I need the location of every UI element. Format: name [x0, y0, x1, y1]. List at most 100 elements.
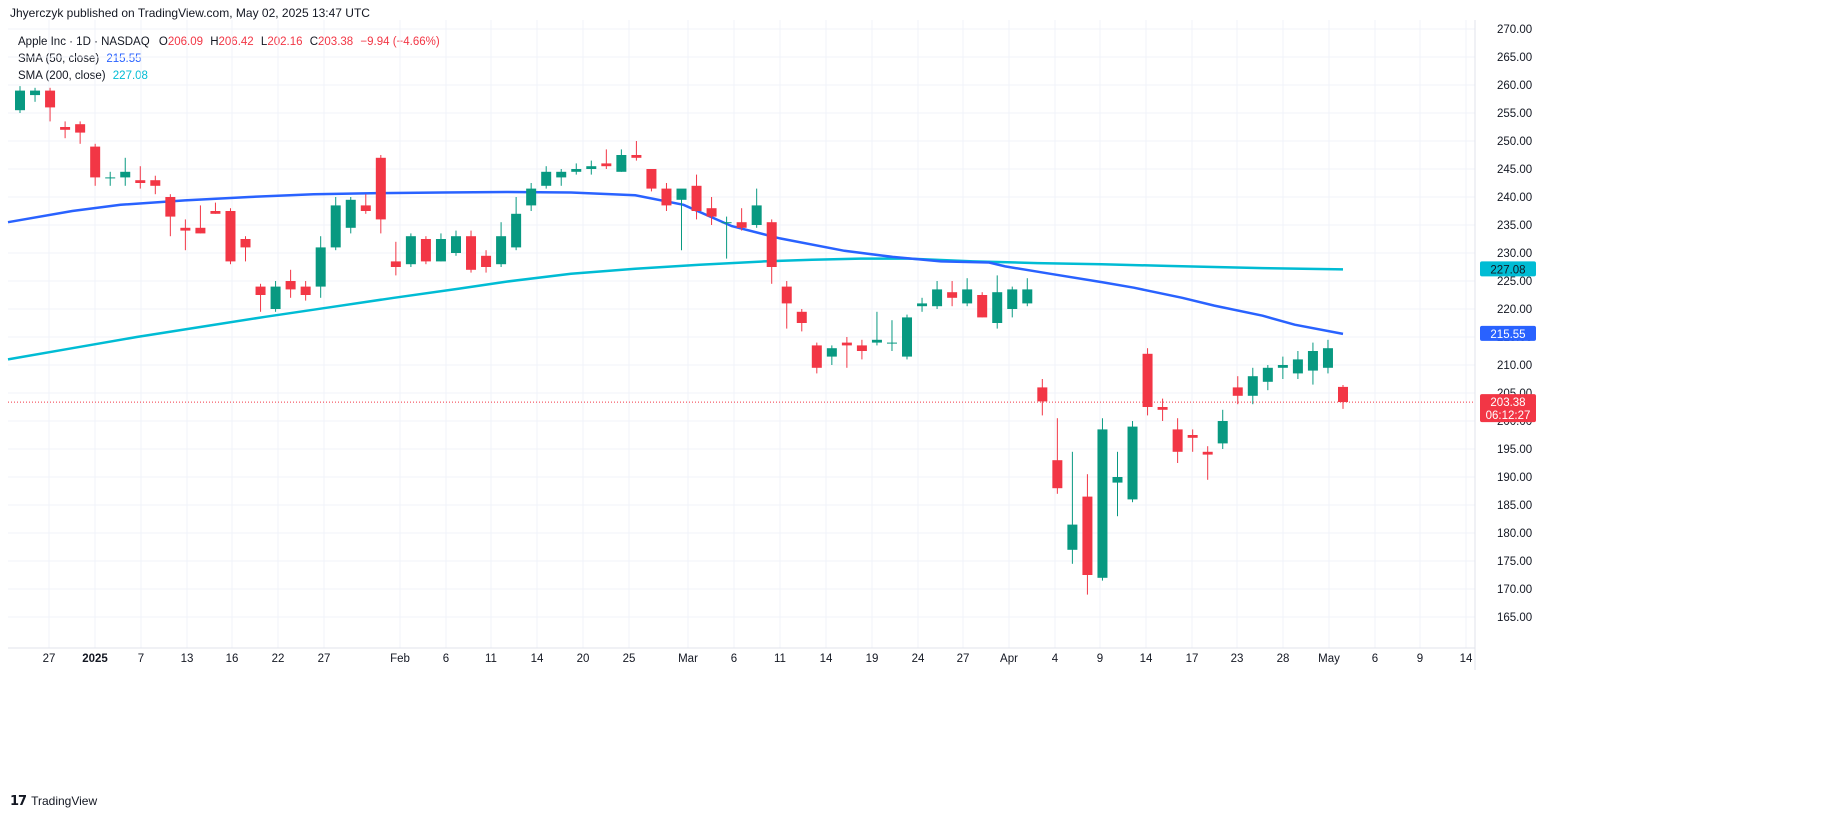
chart-grid — [8, 20, 1476, 670]
time-tick-label: 2025 — [82, 653, 108, 665]
price-tick-label: 165.00 — [1497, 612, 1532, 624]
candle — [1232, 376, 1243, 405]
footer-branding[interactable]: 𝟭𝟳 TradingView — [10, 793, 97, 809]
candle — [1202, 446, 1213, 480]
candle-body — [721, 222, 732, 224]
time-tick-label: 6 — [731, 653, 737, 665]
candle — [60, 121, 71, 139]
legend-sma200-row[interactable]: SMA (200, close) 227.08 — [18, 68, 440, 85]
candle — [541, 166, 552, 189]
candle — [225, 208, 236, 265]
time-tick-label: 6 — [443, 653, 449, 665]
time-tick-label: 28 — [1277, 653, 1290, 665]
price-tick-label: 255.00 — [1497, 108, 1532, 120]
candle-body — [1052, 460, 1063, 489]
time-tick-label: Mar — [678, 653, 698, 665]
candle — [1157, 398, 1168, 421]
legend-close-label: C — [309, 36, 319, 48]
candle-body — [1217, 421, 1228, 444]
candle — [345, 197, 356, 234]
candle-body — [796, 311, 807, 323]
time-tick-label: 14 — [531, 653, 544, 665]
candle — [631, 141, 642, 161]
candle-body — [466, 236, 477, 270]
candle — [586, 160, 597, 175]
candle-body — [496, 236, 507, 265]
sma50-badge-text: 215.55 — [1490, 329, 1525, 341]
candle — [856, 339, 867, 360]
candle-body — [571, 169, 582, 172]
legend-sma50-row[interactable]: SMA (50, close) 215.55 — [18, 51, 440, 68]
time-tick-label: 17 — [1186, 653, 1199, 665]
candle — [1172, 418, 1183, 463]
candle — [1277, 356, 1288, 379]
candle-body — [1022, 289, 1033, 304]
time-tick-label: 27 — [43, 653, 56, 665]
candle — [721, 216, 732, 259]
candle — [481, 250, 492, 273]
candle-body — [1082, 496, 1093, 575]
candle — [105, 171, 116, 186]
candle-body — [75, 124, 86, 133]
candle-body — [871, 339, 882, 343]
candle — [932, 281, 943, 309]
candle — [676, 188, 687, 251]
legend-low-value: 202.16 — [267, 36, 303, 48]
candle-body — [1247, 376, 1258, 396]
candle-body — [886, 342, 897, 344]
candle — [75, 121, 86, 144]
sma200-layer — [7, 257, 1344, 361]
candle-body — [1338, 386, 1348, 403]
price-tick-label: 190.00 — [1497, 472, 1532, 484]
candle-body — [150, 180, 161, 186]
candle-body — [180, 227, 191, 231]
sma200-badge-bg — [1480, 261, 1536, 277]
candle — [691, 174, 702, 220]
candle-body — [631, 155, 642, 158]
price-scale[interactable]: 270.00 265.00 260.00 255.00 250.00 245.00 240.… — [1497, 24, 1532, 624]
legend-sma50-label: SMA (50, close) — [18, 53, 100, 65]
candle-body — [210, 211, 221, 214]
candle-body — [902, 317, 913, 357]
candle-body — [1007, 289, 1018, 309]
candle — [1082, 474, 1093, 595]
price-tick-label: 210.00 — [1497, 360, 1532, 372]
candle — [1338, 385, 1348, 409]
legend-sma200-value: 227.08 — [112, 70, 148, 82]
candle-body — [811, 345, 822, 368]
candle — [1067, 451, 1078, 564]
legend-low-label: L — [260, 36, 268, 48]
candle-body — [45, 90, 56, 108]
candle — [150, 175, 161, 195]
tradingview-brand: TradingView — [31, 794, 98, 808]
price-tick-label: 240.00 — [1497, 192, 1532, 204]
candle-body — [90, 146, 101, 178]
candle-body — [992, 292, 1003, 323]
sma200-badge-text: 227.08 — [1490, 264, 1525, 276]
time-tick-label: 11 — [485, 653, 497, 665]
candle-body — [1187, 435, 1198, 438]
candle — [330, 197, 341, 251]
candle-body — [450, 236, 461, 253]
candle-body — [1097, 429, 1108, 578]
price-tick-label: 195.00 — [1497, 444, 1532, 456]
time-tick-label: 27 — [318, 653, 331, 665]
legend-symbol[interactable]: Apple Inc · 1D · NASDAQ — [18, 36, 150, 48]
candle — [871, 311, 882, 346]
candle-body — [856, 345, 867, 351]
candle — [90, 143, 101, 186]
time-tick-label: Feb — [390, 653, 410, 665]
candle — [556, 169, 567, 186]
candle-body — [195, 227, 206, 234]
price-tick-label: 180.00 — [1497, 528, 1532, 540]
time-tick-label: 19 — [866, 653, 879, 665]
candle — [1007, 286, 1018, 318]
time-scale[interactable]: 27 2025 7 13 16 22 27 Feb 6 11 14 20 25 Mar 6 11 14 19 24 2… — [43, 653, 1473, 665]
candle-body — [556, 171, 567, 178]
publisher-line: Jhyerczyk published on TradingView.com, … — [10, 6, 370, 20]
price-tick-label: 230.00 — [1497, 248, 1532, 260]
candle — [30, 87, 41, 102]
chart-legend: Apple Inc · 1D · NASDAQ O206.09 H206.42 … — [18, 34, 440, 85]
time-tick-label: 9 — [1097, 653, 1103, 665]
